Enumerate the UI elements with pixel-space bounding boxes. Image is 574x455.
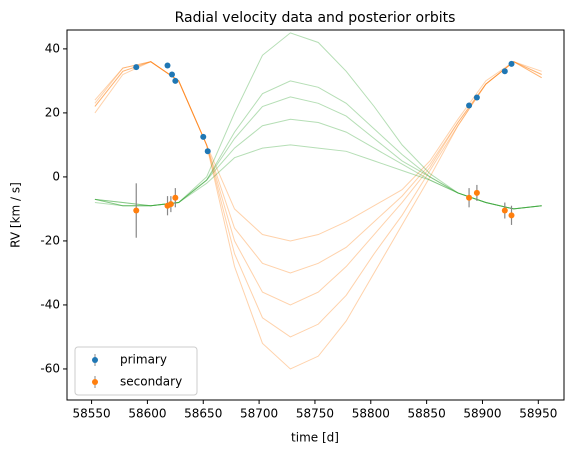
data-point bbox=[133, 207, 140, 214]
posterior-curve bbox=[94, 32, 542, 210]
legend-label: primary bbox=[120, 353, 167, 367]
posterior-curve bbox=[94, 61, 542, 242]
x-tick-label: 58700 bbox=[240, 407, 278, 421]
x-tick-label: 58950 bbox=[519, 407, 557, 421]
data-point bbox=[473, 189, 480, 196]
data-point bbox=[508, 212, 515, 219]
legend-marker bbox=[92, 357, 98, 363]
y-tick-label: -60 bbox=[40, 361, 60, 375]
x-tick-label: 58850 bbox=[408, 407, 446, 421]
axes-frame bbox=[66, 29, 565, 401]
x-tick-label: 58650 bbox=[184, 407, 222, 421]
data-point bbox=[473, 94, 480, 101]
data-point bbox=[501, 207, 508, 214]
y-tick-label: 0 bbox=[52, 169, 60, 183]
y-tick-label: 40 bbox=[45, 41, 60, 55]
legend: primary secondary bbox=[74, 346, 198, 396]
plot-area bbox=[94, 32, 542, 370]
x-tick-label: 58800 bbox=[352, 407, 390, 421]
data-point bbox=[200, 133, 207, 140]
data-point bbox=[466, 194, 473, 201]
y-tick-label: -20 bbox=[40, 233, 60, 247]
x-tick-label: 58600 bbox=[128, 407, 166, 421]
data-point bbox=[508, 60, 515, 67]
posterior-curve bbox=[94, 61, 542, 274]
x-tick-label: 58900 bbox=[463, 407, 501, 421]
data-point bbox=[168, 71, 175, 78]
y-tick-label: -40 bbox=[40, 297, 60, 311]
posterior-curve bbox=[94, 118, 542, 210]
posterior-curve bbox=[94, 61, 542, 370]
y-axis-label: RV [km / s] bbox=[9, 182, 23, 248]
data-point bbox=[501, 68, 508, 75]
data-point bbox=[164, 62, 171, 69]
chart-title: Radial velocity data and posterior orbit… bbox=[175, 10, 456, 26]
legend-label: secondary bbox=[120, 375, 182, 389]
data-point bbox=[172, 194, 179, 201]
x-tick-label: 58550 bbox=[72, 407, 110, 421]
legend-box bbox=[74, 346, 198, 396]
legend-marker bbox=[92, 379, 98, 385]
data-point bbox=[167, 201, 174, 208]
data-point bbox=[204, 148, 211, 155]
x-axis-label: time [d] bbox=[291, 431, 339, 445]
data-point bbox=[172, 77, 179, 84]
y-tick-label: 20 bbox=[45, 105, 60, 119]
data-point bbox=[133, 64, 140, 71]
x-tick-label: 58750 bbox=[296, 407, 334, 421]
posterior-curve bbox=[94, 144, 542, 210]
data-point bbox=[466, 102, 473, 109]
